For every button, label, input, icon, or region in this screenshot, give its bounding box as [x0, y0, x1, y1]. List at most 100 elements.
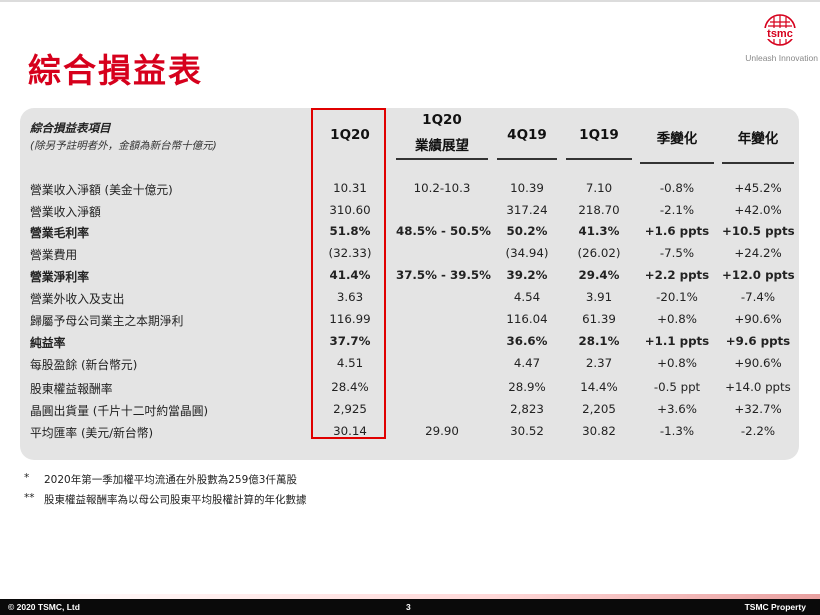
table-row: 每股盈餘 (新台幣元) 4.51 4.47 2.37 +0.8% +90.6% [0, 354, 820, 374]
cell-q419: 28.9% [508, 380, 546, 394]
cell-qoq: -7.5% [659, 246, 695, 260]
page-number: 3 [406, 602, 411, 612]
table-row: 營業費用 (32.33) (34.94) (26.02) -7.5% +24.2% [0, 244, 820, 264]
table-row: 純益率 37.7% 36.6% 28.1% +1.1 ppts +9.6 ppts [0, 332, 820, 352]
cell-q119: 14.4% [580, 380, 618, 394]
cell-q119: 30.82 [582, 424, 616, 438]
cell-qoq: -0.8% [659, 181, 695, 195]
cell-q419: 39.2% [506, 268, 548, 282]
cell-q419: 317.24 [506, 203, 548, 217]
cell-qoq: +3.6% [657, 402, 697, 416]
cell-q120: 41.4% [329, 268, 371, 282]
table-row: 營業淨利率 41.4% 37.5% - 39.5% 39.2% 29.4% +2.2 pp… [0, 266, 820, 286]
cell-yoy: -7.4% [740, 290, 776, 304]
cell-q119: 61.39 [582, 312, 616, 326]
cell-yoy: +12.0 ppts [722, 268, 795, 282]
cell-q419: (34.94) [505, 246, 549, 260]
cell-guid: 29.90 [425, 424, 459, 438]
cell-qoq: +1.1 ppts [644, 334, 710, 348]
row-label: 營業外收入及支出 [30, 292, 125, 306]
tsmc-logo: tsmc [744, 12, 814, 62]
cell-yoy: +45.2% [734, 181, 782, 195]
cell-qoq: -2.1% [659, 203, 695, 217]
cell-q119: (26.02) [577, 246, 621, 260]
cell-q120: 310.60 [329, 203, 371, 217]
cell-qoq: -0.5 ppt [653, 380, 701, 394]
row-label: 營業毛利率 [30, 226, 89, 240]
footer-property: TSMC Property [744, 602, 806, 612]
cell-yoy: +90.6% [734, 312, 782, 326]
tsmc-logo-icon: tsmc [760, 14, 800, 46]
cell-qoq: -20.1% [656, 290, 698, 304]
cell-q119: 218.70 [578, 203, 620, 217]
table-row: 股東權益報酬率 28.4% 28.9% 14.4% -0.5 ppt +14.0 ppts [0, 378, 820, 398]
row-label: 每股盈餘 (新台幣元) [30, 358, 138, 372]
footer-strip [0, 594, 820, 599]
row-label: 平均匯率 (美元/新台幣) [30, 426, 154, 440]
cell-q419: 50.2% [506, 224, 548, 238]
cell-yoy: +9.6 ppts [725, 334, 791, 348]
cell-qoq: +2.2 ppts [644, 268, 710, 282]
cell-q119: 28.1% [578, 334, 620, 348]
cell-q120: 3.63 [336, 290, 364, 304]
footer-copyright: © 2020 TSMC, Ltd [8, 602, 80, 612]
row-label: 營業費用 [30, 248, 78, 262]
cell-q419: 10.39 [510, 181, 544, 195]
col-header-underline [640, 162, 714, 164]
col-header-1q19: 1Q19 [566, 127, 632, 160]
table-row: 營業毛利率 51.8% 48.5% - 50.5% 50.2% 41.3% +1.6 pp… [0, 222, 820, 242]
col-header-qoq: 季變化 [640, 127, 714, 164]
logo-text: tsmc [767, 28, 793, 40]
cell-q120: 37.7% [329, 334, 371, 348]
logo-tagline: Unleash Innovation [745, 53, 818, 63]
row-label: 股東權益報酬率 [30, 382, 113, 396]
cell-yoy: +10.5 ppts [722, 224, 795, 238]
row-label: 歸屬予母公司業主之本期淨利 [30, 314, 184, 328]
cell-q120: 51.8% [329, 224, 371, 238]
cell-q419: 4.54 [513, 290, 541, 304]
cell-q419: 30.52 [510, 424, 544, 438]
cell-qoq: -1.3% [659, 424, 695, 438]
cell-q419: 36.6% [506, 334, 548, 348]
row-label: 晶圓出貨量 (千片十二吋約當晶圓) [30, 404, 209, 418]
table-row: 晶圓出貨量 (千片十二吋約當晶圓) 2,925 2,823 2,205 +3.6% +32… [0, 400, 820, 420]
cell-q119: 2,205 [582, 402, 616, 416]
cell-guid: 37.5% - 39.5% [396, 268, 491, 282]
table-header-label: 綜合損益表項目 [30, 121, 111, 135]
top-border [0, 0, 820, 2]
cell-q419: 2,823 [510, 402, 544, 416]
col-header-1q20-guidance: 1Q20 業績展望 [396, 112, 488, 160]
cell-guid: 10.2-10.3 [413, 181, 471, 195]
table-header-sub: (除另予註明者外，金額為新台幣十億元) [30, 140, 217, 152]
cell-guid: 48.5% - 50.5% [396, 224, 491, 238]
cell-q120: 30.14 [333, 424, 367, 438]
cell-q119: 29.4% [578, 268, 620, 282]
cell-q120: 28.4% [331, 380, 369, 394]
cell-q120: 116.99 [329, 312, 371, 326]
col-header-yoy: 年變化 [722, 127, 794, 164]
cell-q120: 4.51 [336, 356, 364, 370]
table-row: 歸屬予母公司業主之本期淨利 116.99 116.04 61.39 +0.8% +90.6… [0, 310, 820, 330]
col-header-underline [722, 162, 794, 164]
cell-q419: 4.47 [513, 356, 541, 370]
cell-q120: (32.33) [328, 246, 372, 260]
row-label: 營業收入淨額 [30, 205, 101, 219]
cell-q119: 3.91 [585, 290, 613, 304]
cell-q120: 10.31 [333, 181, 367, 195]
cell-yoy: +42.0% [734, 203, 782, 217]
highlight-box-1q20 [311, 108, 386, 439]
row-label: 營業收入淨額 (美金十億元) [30, 183, 173, 197]
col-header-underline [566, 158, 632, 160]
table-row: 營業外收入及支出 3.63 4.54 3.91 -20.1% -7.4% [0, 288, 820, 308]
cell-yoy: +14.0 ppts [725, 380, 791, 394]
table-row: 平均匯率 (美元/新台幣) 30.14 29.90 30.52 30.82 -1.3% -2… [0, 422, 820, 442]
col-header-1q20: 1Q20 [330, 127, 370, 143]
table-panel [20, 108, 799, 460]
col-header-underline [497, 158, 557, 160]
cell-yoy: +24.2% [734, 246, 782, 260]
cell-qoq: +1.6 ppts [644, 224, 710, 238]
cell-q419: 116.04 [506, 312, 548, 326]
footer-bar: © 2020 TSMC, Ltd 3 TSMC Property [0, 599, 820, 615]
cell-yoy: -2.2% [740, 424, 776, 438]
cell-q119: 2.37 [585, 356, 613, 370]
